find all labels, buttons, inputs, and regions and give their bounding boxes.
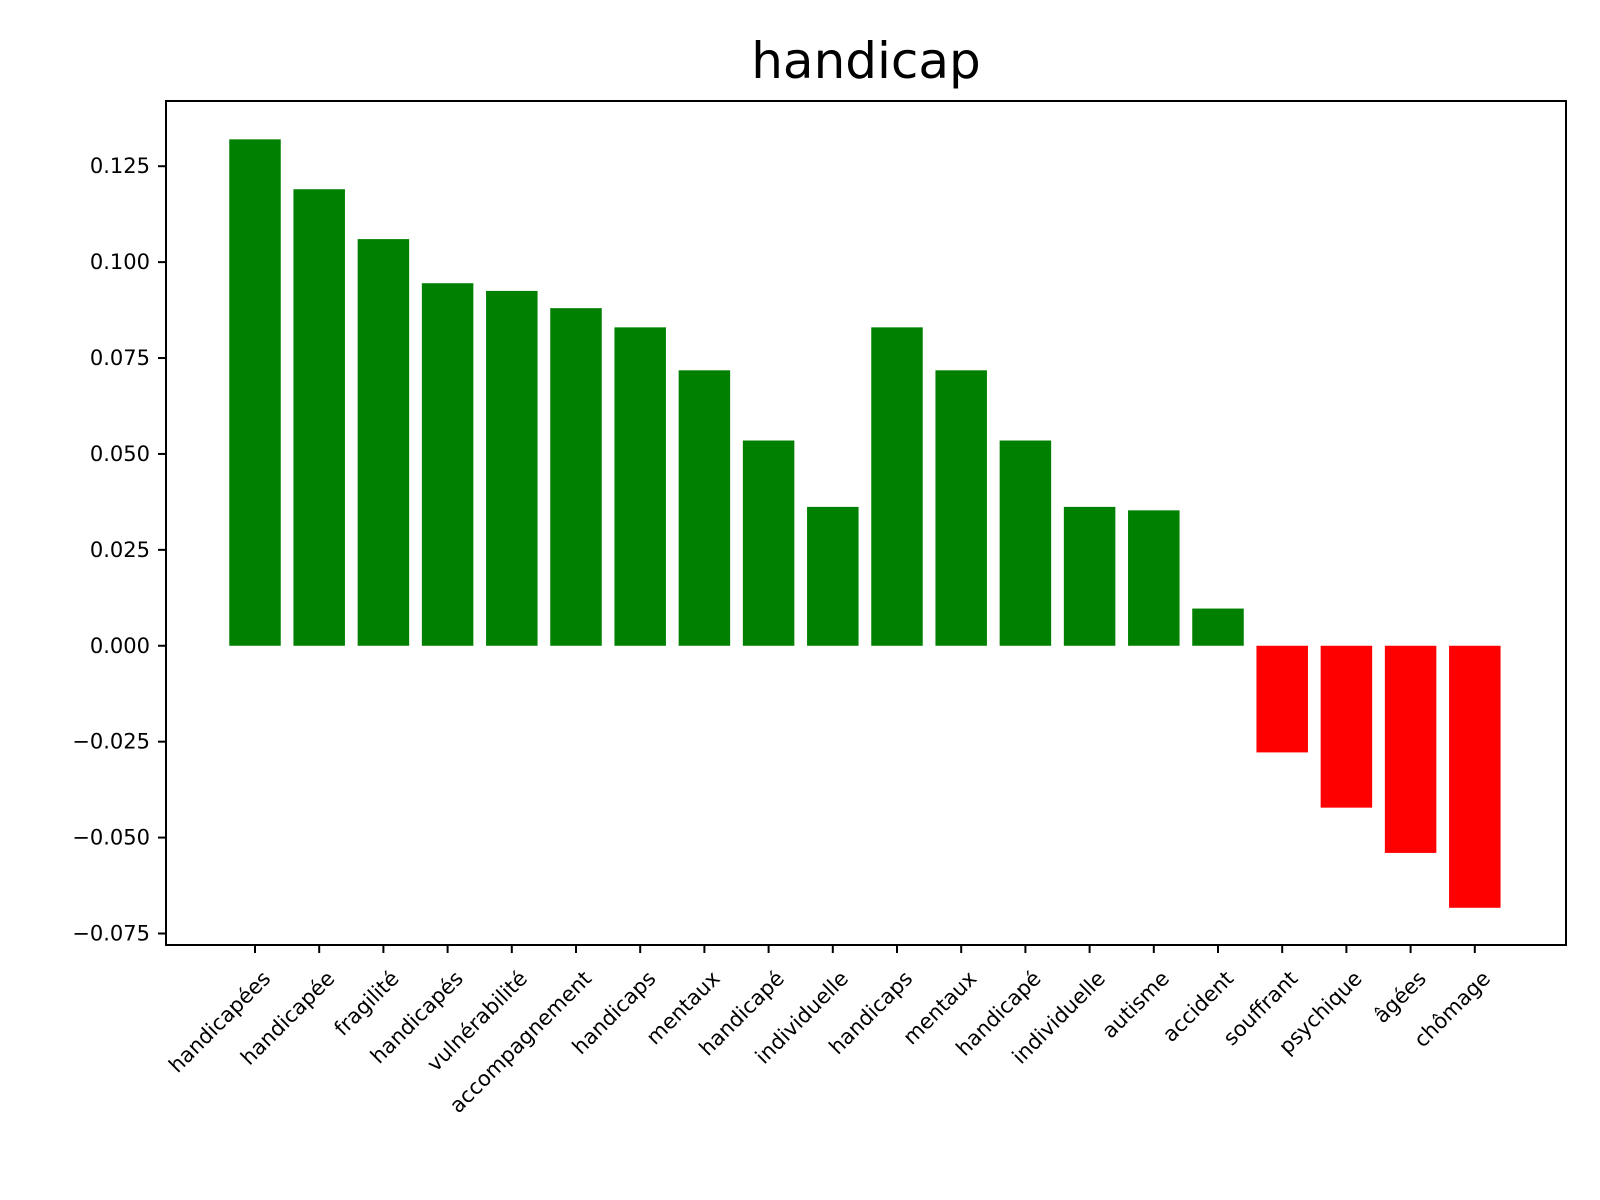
y-tick-label: −0.050 <box>72 826 150 850</box>
bar-1 <box>229 139 281 646</box>
bar-17 <box>1256 645 1308 753</box>
bar-11 <box>871 327 923 646</box>
bar-10 <box>807 506 859 646</box>
y-tick-label: 0.000 <box>90 634 150 658</box>
y-tick-label: 0.125 <box>90 154 150 178</box>
bar-12 <box>935 370 987 646</box>
bar-18 <box>1320 645 1373 808</box>
bar-20 <box>1449 645 1501 908</box>
x-tick-label: âgées <box>1369 966 1431 1028</box>
bar-14 <box>1063 506 1116 646</box>
bar-16 <box>1192 608 1244 646</box>
bar-3 <box>357 239 410 646</box>
bar-4 <box>421 283 474 646</box>
plot-frame <box>165 100 1567 946</box>
bar-15 <box>1128 510 1180 646</box>
y-tick-label: −0.075 <box>72 921 150 945</box>
bar-9 <box>742 440 795 646</box>
y-tick-label: 0.100 <box>90 250 150 274</box>
bar-6 <box>550 308 602 646</box>
y-tick-label: 0.050 <box>90 442 150 466</box>
y-tick-label: 0.075 <box>90 346 150 370</box>
bar-8 <box>678 370 731 646</box>
bars-layer <box>229 139 1501 908</box>
x-axis: handicapéeshandicapéefragilitéhandicapés… <box>164 945 1495 1118</box>
y-axis: −0.075 −0.050 −0.025 0.000 0.025 0.050 0.075 0.… <box>72 154 166 945</box>
bar-7 <box>614 327 666 646</box>
y-tick-label: 0.025 <box>90 538 150 562</box>
bar-13 <box>999 440 1052 646</box>
bar-19 <box>1384 645 1437 853</box>
y-tick-label: −0.025 <box>72 730 150 754</box>
chart-title: handicap <box>751 32 981 90</box>
bar-5 <box>486 290 538 646</box>
bar-2 <box>293 189 345 646</box>
